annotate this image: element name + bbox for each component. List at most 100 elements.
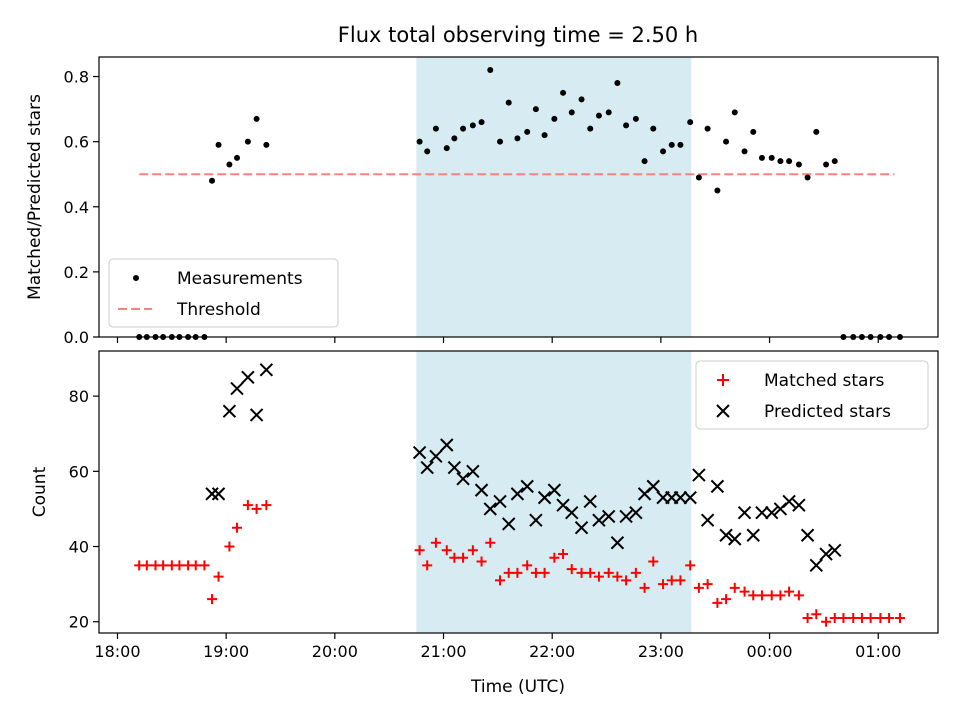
predicted-point	[565, 505, 579, 520]
axes-frame	[98, 56, 939, 338]
predicted-point	[205, 487, 219, 501]
predicted-point	[412, 445, 427, 460]
predicted-point	[474, 483, 489, 497]
predicted-point	[249, 408, 264, 422]
matched-point	[756, 590, 767, 601]
predicted-point	[493, 494, 507, 509]
legend-label: Predicted stars	[764, 402, 891, 422]
y-axis-label: Matched/Predicted stars	[25, 94, 45, 300]
measurement-point	[786, 158, 793, 165]
matched-point	[865, 612, 876, 623]
series-measurements	[136, 67, 903, 340]
y-tick-label: 0.8	[64, 68, 89, 87]
measurement-point	[677, 141, 684, 148]
matched-point	[884, 612, 895, 623]
matched-point	[603, 567, 614, 578]
series-predicted-stars	[205, 363, 842, 573]
measurement-point	[804, 174, 811, 181]
matched-point	[793, 590, 804, 601]
measurement-point	[451, 135, 458, 142]
observing-span	[416, 57, 692, 337]
predicted-point	[710, 479, 725, 494]
predicted-point	[619, 509, 633, 524]
measurement-point	[741, 148, 748, 155]
measurement-point	[813, 128, 820, 135]
predicted-point	[502, 517, 516, 531]
measurement-point	[234, 154, 241, 161]
predicted-point	[755, 505, 769, 520]
measurement-point	[514, 135, 521, 142]
predicted-point	[429, 449, 443, 463]
matched-point	[729, 582, 740, 593]
matched-point	[224, 541, 235, 552]
predicted-point	[792, 498, 806, 512]
matched-point	[811, 609, 822, 620]
predicted-point	[809, 558, 823, 573]
matched-point	[539, 567, 550, 578]
legend: Measurements Threshold	[108, 258, 339, 328]
matched-point	[593, 571, 604, 582]
x-tick-label: 19:00	[203, 642, 249, 661]
chart-title: Flux total observing time = 2.50 h	[338, 23, 698, 47]
measurement-point	[578, 96, 585, 103]
legend: Matched stars Predicted stars	[695, 360, 929, 430]
matched-point	[748, 590, 759, 601]
matched-point	[838, 612, 849, 623]
predicted-point	[447, 460, 462, 475]
matched-point	[199, 560, 210, 571]
matched-point	[414, 545, 425, 556]
x-tick-label: 01:00	[855, 642, 901, 661]
matched-point	[648, 556, 659, 567]
legend-label: Threshold	[176, 300, 261, 320]
measurement-point	[560, 89, 567, 96]
predicted-point	[592, 513, 606, 527]
predicted-point	[765, 505, 779, 520]
matched-point	[821, 616, 832, 627]
y-tick-label: 0.2	[64, 263, 89, 282]
legend-label: Matched stars	[764, 371, 884, 391]
predicted-point	[629, 505, 643, 520]
axes-frame	[98, 350, 939, 634]
measurement-point	[750, 128, 757, 135]
measurement-point	[831, 158, 838, 165]
matched-point	[784, 586, 795, 597]
predicted-point	[746, 528, 760, 542]
matched-point	[476, 556, 487, 567]
predicted-point	[728, 532, 742, 546]
predicted-point	[510, 487, 525, 501]
measurement-point	[263, 141, 270, 148]
measurement-point	[541, 132, 548, 139]
predicted-point	[241, 370, 255, 385]
measurement-point	[587, 125, 594, 132]
matched-point	[261, 500, 272, 511]
matched-point	[894, 612, 905, 623]
predicted-point	[601, 509, 616, 524]
y-tick-label: 20	[69, 613, 89, 632]
predicted-point	[520, 479, 534, 494]
predicted-point	[440, 438, 454, 452]
y-axis-label: Count	[30, 466, 50, 517]
x-tick-label: 18:00	[94, 642, 140, 661]
series-matched-stars	[134, 500, 905, 627]
measurement-point	[758, 154, 765, 161]
x-tick-label: 00:00	[746, 642, 792, 661]
predicted-point	[420, 460, 434, 475]
x-tick-label: 23:00	[638, 642, 684, 661]
matched-point	[141, 560, 152, 571]
predicted-point	[222, 404, 237, 418]
measurement-point	[443, 145, 450, 152]
matched-point	[213, 571, 224, 582]
matched-point	[190, 560, 201, 571]
measurement-point	[505, 99, 512, 106]
matched-point	[639, 582, 650, 593]
measurement-point	[524, 128, 531, 135]
measurement-point	[568, 109, 575, 116]
matched-point	[576, 567, 587, 578]
matched-point	[658, 579, 669, 590]
measurement-point	[614, 80, 621, 87]
legend-label: Measurements	[177, 269, 303, 289]
measurement-point	[487, 67, 494, 74]
matched-point	[621, 575, 632, 586]
x-axis-label: Time (UTC)	[470, 677, 565, 697]
measurement-point	[660, 148, 667, 155]
